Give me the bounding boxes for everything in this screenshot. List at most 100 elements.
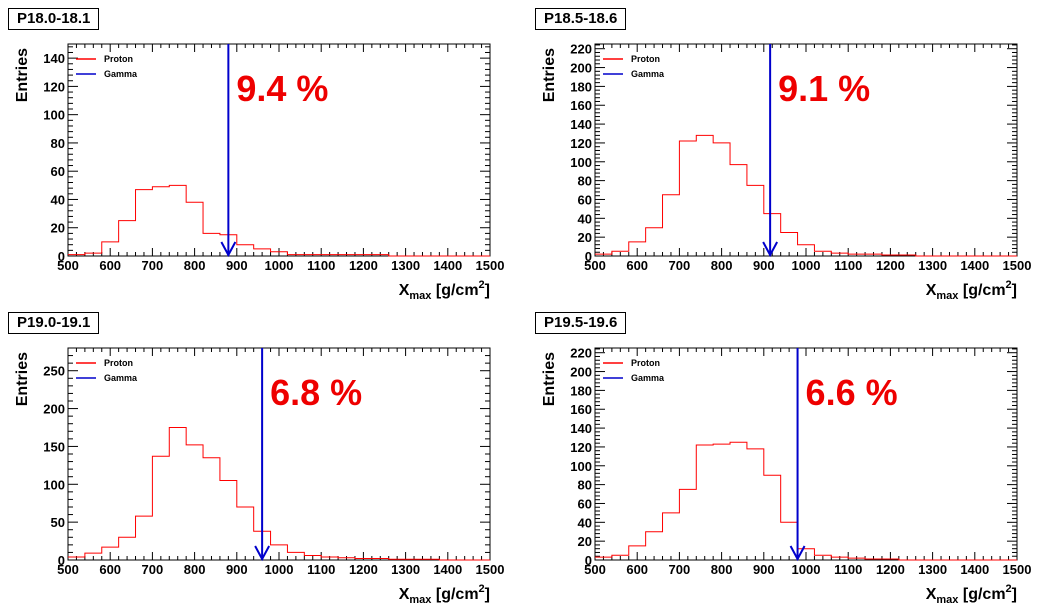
- x-tick-label: 1300: [918, 562, 947, 577]
- y-axis-label: Entries: [14, 352, 31, 406]
- chart-panel-1: 500 600 700 800 900 1000 1100 1200 1300 1400 1500 0…: [0, 0, 527, 304]
- y-tick-label: 180: [570, 79, 592, 94]
- y-tick-label: 120: [43, 79, 65, 94]
- x-tick-label: 900: [226, 562, 248, 577]
- x-tick-label: 600: [626, 258, 648, 273]
- x-tick-label: 800: [184, 258, 206, 273]
- percentage-label: 9.1 %: [778, 68, 870, 109]
- chart-title: P19.5-19.6: [535, 312, 627, 334]
- x-axis-label-main: X: [399, 282, 410, 299]
- y-tick-label: 100: [43, 477, 65, 492]
- chart-title: P19.0-19.1: [8, 312, 100, 334]
- y-tick-label: 140: [43, 51, 65, 66]
- y-tick-label: 20: [578, 230, 592, 245]
- x-tick-label: 600: [626, 562, 648, 577]
- y-tick-label: 200: [43, 402, 65, 417]
- y-axis-label: Entries: [14, 48, 31, 102]
- x-tick-label: 1400: [960, 258, 989, 273]
- y-tick-label: 100: [43, 108, 65, 123]
- x-axis-label: Xmax [g/cm2]: [399, 583, 490, 606]
- x-tick-label: 500: [584, 562, 606, 577]
- x-tick-label: 1000: [792, 258, 821, 273]
- x-axis-label: Xmax [g/cm2]: [399, 279, 490, 302]
- x-tick-label: 1500: [476, 258, 505, 273]
- x-axis-label-sub: max: [936, 290, 959, 302]
- y-tick-label: 220: [570, 346, 592, 361]
- percentage-label: 6.8 %: [270, 372, 362, 413]
- gamma-cut-arrow: [762, 241, 779, 258]
- x-axis-label-unit: [g/cm: [431, 282, 478, 299]
- y-tick-label: 220: [570, 42, 592, 57]
- y-tick-label: 40: [51, 192, 65, 207]
- legend-gamma-label: Gamma: [631, 69, 665, 79]
- y-tick-label: 60: [578, 496, 592, 511]
- x-tick-label: 1100: [307, 258, 335, 273]
- x-tick-label: 800: [711, 562, 733, 577]
- proton-histogram: [595, 441, 1017, 561]
- x-tick-label: 700: [142, 562, 164, 577]
- x-tick-label: 700: [669, 562, 691, 577]
- x-tick-label: 500: [584, 258, 606, 273]
- legend-gamma-label: Gamma: [104, 69, 138, 79]
- x-tick-label: 1100: [834, 258, 862, 273]
- histogram-plot: 500 600 700 800 900 1000 1100 1200 1300 1400 1500 0…: [14, 347, 505, 606]
- y-tick-label: 200: [570, 61, 592, 76]
- legend-proton-label: Proton: [631, 54, 660, 64]
- x-axis-label-end: ]: [485, 586, 490, 603]
- y-tick-label: 150: [43, 439, 65, 454]
- y-tick-label: 100: [570, 155, 592, 170]
- x-tick-label: 1400: [433, 562, 462, 577]
- y-tick-label: 20: [578, 534, 592, 549]
- y-tick-label: 0: [585, 553, 592, 568]
- legend-proton-label: Proton: [104, 358, 133, 368]
- x-axis-label-sup: 2: [1006, 279, 1012, 291]
- proton-histogram: [595, 134, 1017, 257]
- y-tick-label: 40: [578, 211, 592, 226]
- x-tick-label: 800: [184, 562, 206, 577]
- x-tick-label: 1100: [834, 562, 862, 577]
- x-tick-label: 900: [753, 562, 775, 577]
- chart-panel-3: 500 600 700 800 900 1000 1100 1200 1300 1400 1500 0…: [0, 304, 527, 608]
- x-tick-label: 1000: [265, 258, 294, 273]
- x-axis-label-main: X: [399, 586, 410, 603]
- x-tick-label: 1200: [876, 258, 905, 273]
- x-axis-label-end: ]: [1012, 586, 1017, 603]
- y-tick-label: 20: [51, 221, 65, 236]
- x-tick-label: 900: [753, 258, 775, 273]
- y-tick-label: 160: [570, 402, 592, 417]
- x-tick-label: 1000: [265, 562, 294, 577]
- x-axis-label-unit: [g/cm: [431, 586, 478, 603]
- gamma-cut-arrow: [789, 545, 806, 562]
- y-tick-label: 140: [570, 421, 592, 436]
- legend-proton-label: Proton: [104, 54, 133, 64]
- percentage-label: 9.4 %: [236, 68, 328, 109]
- x-axis-label-end: ]: [1012, 282, 1017, 299]
- histogram-plot: 500 600 700 800 900 1000 1100 1200 1300 1400 1500 0…: [14, 43, 505, 302]
- x-tick-label: 1400: [433, 258, 462, 273]
- x-tick-label: 1500: [476, 562, 505, 577]
- y-tick-label: 80: [578, 174, 592, 189]
- x-axis-label-sup: 2: [479, 279, 485, 291]
- chart-panel-4: 500 600 700 800 900 1000 1100 1200 1300 1400 1500 0…: [527, 304, 1054, 608]
- x-axis-label-sup: 2: [1006, 583, 1012, 595]
- x-tick-label: 500: [57, 562, 79, 577]
- x-axis-label-main: X: [926, 282, 937, 299]
- y-tick-label: 50: [51, 515, 65, 530]
- y-tick-label: 80: [51, 136, 65, 151]
- x-tick-label: 800: [711, 258, 733, 273]
- x-tick-label: 1300: [918, 258, 947, 273]
- gamma-cut-arrow: [220, 241, 237, 258]
- chart-title: P18.0-18.1: [8, 8, 100, 30]
- y-tick-label: 250: [43, 364, 65, 379]
- histogram-plot: 500 600 700 800 900 1000 1100 1200 1300 1400 1500 0…: [541, 42, 1031, 302]
- x-tick-label: 700: [142, 258, 164, 273]
- x-axis-label-main: X: [926, 586, 937, 603]
- x-tick-label: 900: [226, 258, 248, 273]
- chart-title: P18.5-18.6: [535, 8, 627, 30]
- legend-gamma-label: Gamma: [104, 373, 138, 383]
- x-tick-label: 1200: [349, 562, 378, 577]
- y-tick-label: 0: [58, 249, 65, 264]
- x-tick-label: 1400: [960, 562, 989, 577]
- x-axis-label: Xmax [g/cm2]: [926, 279, 1017, 302]
- x-tick-label: 1500: [1003, 562, 1032, 577]
